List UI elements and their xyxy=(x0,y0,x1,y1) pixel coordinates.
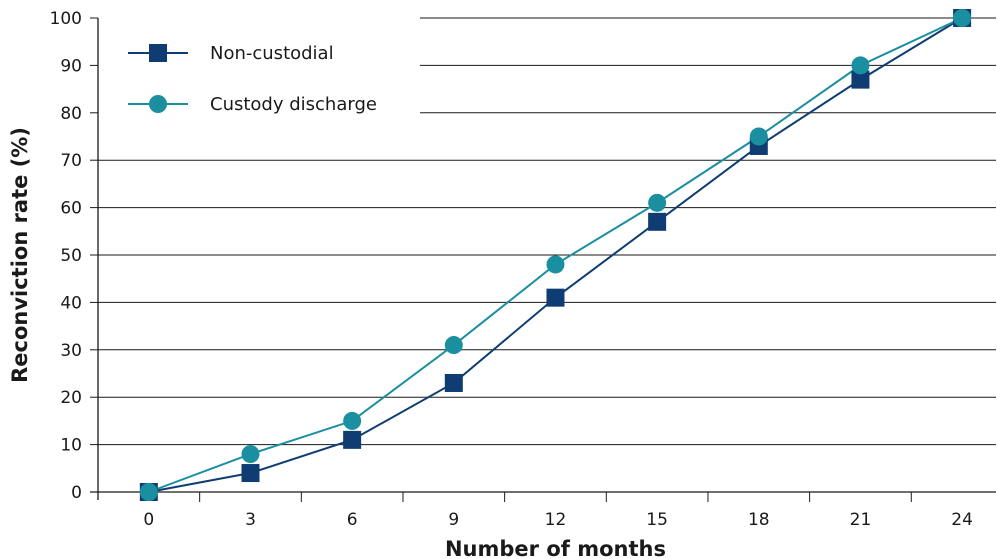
y-tick-label: 50 xyxy=(60,246,82,266)
x-tick-label: 21 xyxy=(850,510,872,530)
y-tick-label: 100 xyxy=(50,9,82,29)
x-tick-label: 0 xyxy=(143,510,154,530)
y-tick-label: 90 xyxy=(60,56,82,76)
data-point-square xyxy=(648,212,667,231)
x-tick-label: 15 xyxy=(646,510,668,530)
data-point-square xyxy=(444,373,463,392)
data-point-circle xyxy=(444,336,463,355)
axes xyxy=(90,18,996,500)
x-tick-label: 9 xyxy=(448,510,459,530)
x-tick-label: 12 xyxy=(545,510,567,530)
y-tick-label: 30 xyxy=(60,341,82,361)
data-point-circle xyxy=(749,127,768,146)
data-point-circle xyxy=(343,411,362,430)
y-tick-label: 10 xyxy=(60,436,82,456)
y-tick-label: 70 xyxy=(60,151,82,171)
y-axis-title: Reconviction rate (%) xyxy=(8,127,32,383)
y-axis-ticks: 0 10 20 30 40 50 60 70 80 90 100 xyxy=(50,9,98,503)
data-point-square xyxy=(241,464,260,483)
y-tick-label: 60 xyxy=(60,199,82,219)
x-axis-ticks: 0 3 6 9 12 15 18 21 24 xyxy=(143,492,973,530)
data-point-circle xyxy=(546,255,565,274)
legend-marker-circle xyxy=(149,95,167,113)
data-point-circle xyxy=(851,56,870,75)
y-tick-label: 40 xyxy=(60,293,82,313)
data-point-circle xyxy=(241,445,260,464)
x-tick-label: 3 xyxy=(245,510,256,530)
data-point-square xyxy=(546,288,565,307)
y-tick-label: 20 xyxy=(60,388,82,408)
x-axis-title: Number of months xyxy=(445,537,666,559)
y-tick-label: 0 xyxy=(71,483,82,503)
legend: Non-custodial Custody discharge xyxy=(128,43,377,115)
data-point-square xyxy=(851,70,870,89)
series xyxy=(139,9,972,501)
gridlines xyxy=(98,17,996,446)
data-point-square xyxy=(343,430,362,449)
legend-label: Non-custodial xyxy=(210,43,334,64)
data-point-circle xyxy=(139,483,158,501)
data-point-circle xyxy=(648,193,667,212)
y-tick-label: 80 xyxy=(60,104,82,124)
legend-label: Custody discharge xyxy=(210,94,377,115)
x-tick-label: 6 xyxy=(347,510,358,530)
legend-marker-square xyxy=(149,44,167,62)
x-tick-label: 18 xyxy=(748,510,770,530)
x-tick-label: 24 xyxy=(951,510,973,530)
data-point-circle xyxy=(953,9,972,27)
